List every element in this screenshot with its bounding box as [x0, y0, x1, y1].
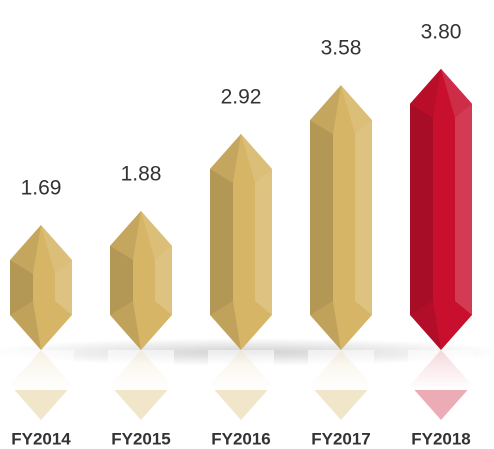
facet	[355, 120, 372, 315]
gem	[308, 85, 374, 420]
value-label: 1.88	[121, 162, 162, 185]
chart: 1.69 FY2014 1.88 FY2015 2.92 FY2016 3.58 FY2017…	[0, 0, 494, 449]
x-tick-label: FY2017	[311, 429, 371, 448]
value-label: 2.92	[221, 85, 262, 108]
reflection-fade	[208, 350, 274, 390]
value-label: 1.69	[21, 176, 62, 199]
x-tick-label: FY2016	[211, 429, 271, 448]
facet	[410, 104, 433, 315]
value-label: 3.58	[321, 37, 362, 60]
gem	[8, 225, 74, 420]
value-label: 3.80	[421, 20, 462, 43]
facet	[255, 169, 272, 315]
reflection-fade	[308, 350, 374, 390]
reflection-fade	[408, 350, 474, 390]
reflection-fade	[8, 350, 74, 390]
gem	[108, 211, 174, 420]
gem	[208, 134, 274, 420]
gem	[408, 69, 474, 420]
facet	[210, 169, 233, 315]
facet	[455, 104, 472, 315]
facet	[310, 120, 333, 315]
x-tick-label: FY2018	[411, 429, 471, 448]
x-tick-label: FY2014	[11, 429, 71, 448]
reflection-fade	[108, 350, 174, 390]
x-tick-label: FY2015	[111, 429, 171, 448]
